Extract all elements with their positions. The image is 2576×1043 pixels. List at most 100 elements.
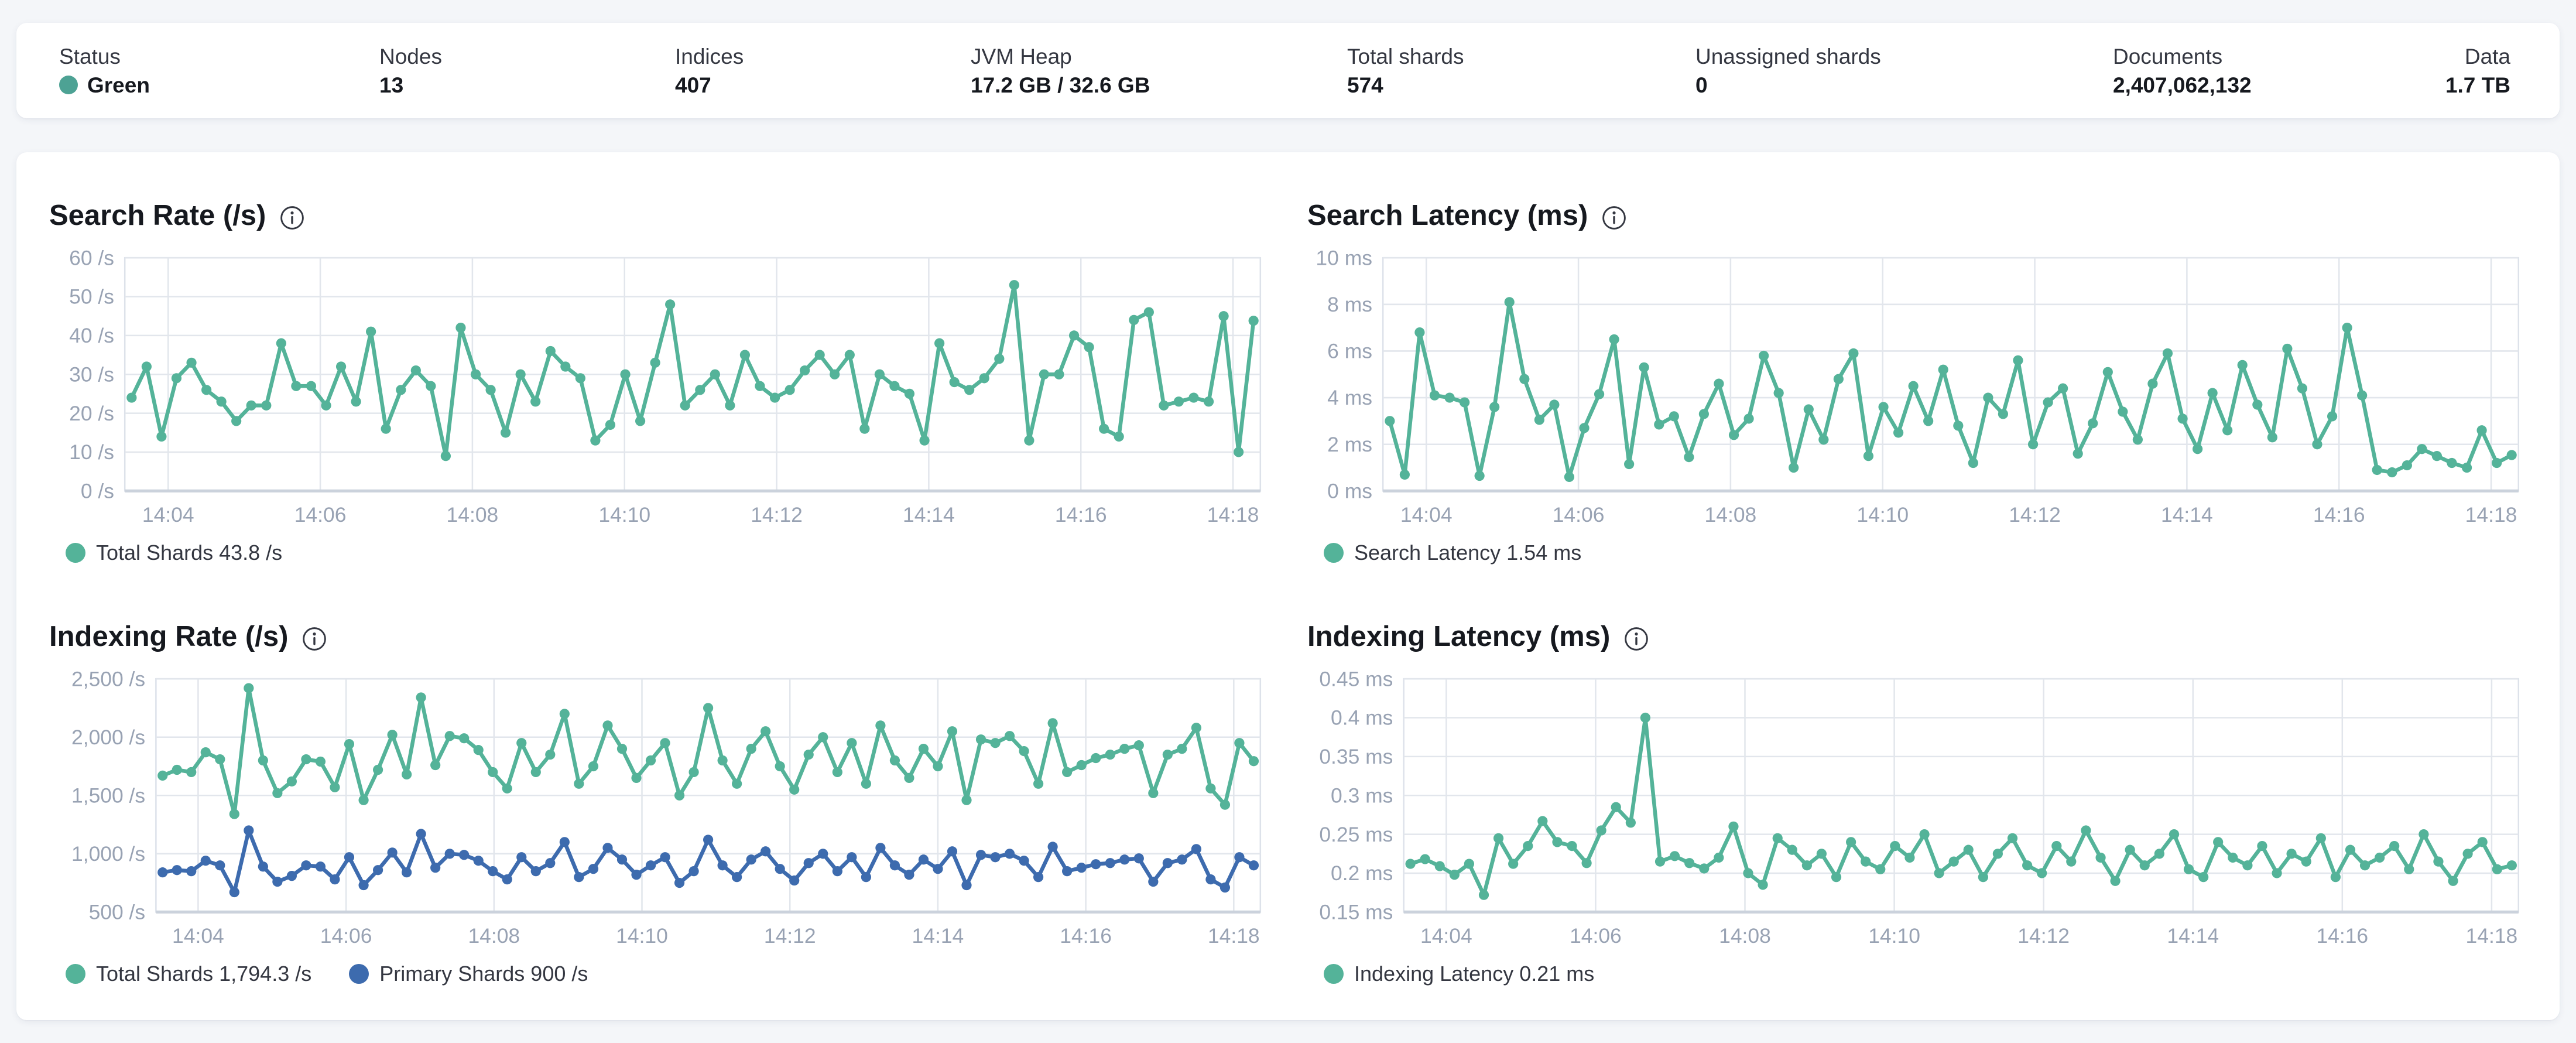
- stat-status-value: Green: [59, 74, 379, 96]
- svg-text:14:12: 14:12: [764, 924, 816, 948]
- chart-canvas[interactable]: 500 /s 1,000 /s 1,500 /s 2,000 /s 2,500 /s 14…: [49, 671, 1269, 951]
- stat-nodes: Nodes 13: [379, 44, 442, 97]
- svg-text:14:12: 14:12: [2017, 924, 2070, 948]
- svg-text:14:18: 14:18: [1208, 924, 1260, 948]
- svg-text:30 /s: 30 /s: [69, 363, 114, 386]
- search-latency-legend: Search Latency 1.54 ms: [1324, 541, 2527, 565]
- chart-panel-indexing-latency: Indexing Latency (ms) 0.15 ms 0.2 ms 0.25 …: [1307, 621, 2527, 986]
- svg-text:14:10: 14:10: [616, 924, 668, 948]
- svg-text:14:12: 14:12: [2009, 503, 2061, 526]
- legend-item[interactable]: Total Shards 43.8 /s: [66, 541, 282, 565]
- legend-item[interactable]: Primary Shards 900 /s: [349, 962, 588, 986]
- svg-text:14:10: 14:10: [1856, 503, 1909, 526]
- stat-unassigned-shards: Unassigned shards 0: [1695, 44, 1881, 97]
- info-icon[interactable]: [302, 627, 327, 651]
- legend-series-dot-icon: [66, 964, 85, 984]
- svg-text:2,000 /s: 2,000 /s: [71, 726, 145, 749]
- svg-text:14:18: 14:18: [1207, 503, 1259, 526]
- svg-text:14:04: 14:04: [1400, 503, 1453, 526]
- chart-panel-indexing-rate: Indexing Rate (/s) 500 /s 1,000 /s 1,500 /…: [49, 621, 1269, 986]
- stat-status-label: Status: [59, 44, 121, 69]
- svg-text:14:04: 14:04: [142, 503, 194, 526]
- svg-text:14:06: 14:06: [294, 503, 347, 526]
- svg-text:14:16: 14:16: [2313, 503, 2365, 526]
- stat-data: Data 1.7 TB: [2445, 44, 2510, 97]
- stat-indices: Indices 407: [675, 44, 744, 97]
- svg-text:14:08: 14:08: [1705, 503, 1757, 526]
- chart-canvas[interactable]: 0 /s 10 /s 20 /s 30 /s 40 /s 50 /s 60 /s 14:04 1…: [49, 249, 1269, 530]
- svg-text:500 /s: 500 /s: [89, 900, 146, 924]
- stat-status-text: Green: [87, 73, 150, 97]
- indexing-latency-legend: Indexing Latency 0.21 ms: [1324, 962, 2527, 986]
- svg-text:14:10: 14:10: [1868, 924, 1920, 948]
- svg-text:0.4 ms: 0.4 ms: [1331, 706, 1393, 730]
- svg-text:60 /s: 60 /s: [69, 249, 114, 269]
- svg-text:14:14: 14:14: [912, 924, 964, 948]
- svg-text:14:12: 14:12: [751, 503, 803, 526]
- cluster-status-bar: Status Green Nodes 13 Indices 407 JVM He…: [16, 23, 2560, 118]
- info-icon[interactable]: [280, 206, 304, 230]
- chart-canvas[interactable]: 0.15 ms 0.2 ms 0.25 ms 0.3 ms 0.35 ms 0.4 ms 0…: [1307, 671, 2527, 951]
- svg-text:14:16: 14:16: [1055, 503, 1107, 526]
- stat-documents: Documents 2,407,062,132: [2113, 44, 2252, 97]
- svg-text:0 /s: 0 /s: [81, 479, 114, 502]
- svg-text:0.45 ms: 0.45 ms: [1319, 671, 1393, 690]
- svg-text:14:04: 14:04: [172, 924, 224, 948]
- svg-text:14:18: 14:18: [2465, 503, 2517, 526]
- svg-text:2,500 /s: 2,500 /s: [71, 671, 145, 690]
- svg-text:14:16: 14:16: [1060, 924, 1112, 948]
- legend-item[interactable]: Total Shards 1,794.3 /s: [66, 962, 311, 986]
- svg-text:0.25 ms: 0.25 ms: [1319, 823, 1393, 846]
- legend-series-dot-icon: [349, 964, 369, 984]
- svg-text:10 ms: 10 ms: [1316, 249, 1372, 269]
- svg-text:10 /s: 10 /s: [69, 440, 114, 464]
- svg-text:14:18: 14:18: [2466, 924, 2518, 948]
- legend-label: Indexing Latency 0.21 ms: [1354, 962, 1595, 986]
- chart-canvas[interactable]: 0 ms 2 ms 4 ms 6 ms 8 ms 10 ms 14:04 14:06 14:08…: [1307, 249, 2527, 530]
- indexing-rate-legend: Total Shards 1,794.3 /s Primary Shards 90…: [66, 962, 1269, 986]
- legend-label: Primary Shards 900 /s: [379, 962, 588, 986]
- svg-text:0 ms: 0 ms: [1327, 479, 1372, 502]
- legend-item[interactable]: Indexing Latency 0.21 ms: [1324, 962, 1594, 986]
- svg-text:4 ms: 4 ms: [1327, 386, 1372, 409]
- stat-total-shards: Total shards 574: [1347, 44, 1464, 97]
- search-rate-chart[interactable]: 0 /s 10 /s 20 /s 30 /s 40 /s 50 /s 60 /s 14:04 1…: [49, 249, 1269, 530]
- chart-panel-search-rate: Search Rate (/s) 0 /s 10 /s 20 /s 30 /s 40 /…: [49, 200, 1269, 565]
- svg-text:14:08: 14:08: [468, 924, 520, 948]
- stat-status: Status Green: [59, 46, 379, 96]
- svg-text:14:14: 14:14: [2161, 503, 2213, 526]
- search-latency-chart[interactable]: 0 ms 2 ms 4 ms 6 ms 8 ms 10 ms 14:04 14:06 14:08…: [1307, 249, 2527, 530]
- chart-title-search-latency: Search Latency (ms): [1307, 200, 2527, 232]
- svg-text:0.3 ms: 0.3 ms: [1331, 784, 1393, 807]
- svg-text:40 /s: 40 /s: [69, 324, 114, 347]
- svg-text:14:08: 14:08: [1719, 924, 1771, 948]
- metrics-panel: Search Rate (/s) 0 /s 10 /s 20 /s 30 /s 40 /…: [16, 152, 2560, 1020]
- legend-item[interactable]: Search Latency 1.54 ms: [1324, 541, 1581, 565]
- svg-text:14:08: 14:08: [447, 503, 499, 526]
- svg-text:8 ms: 8 ms: [1327, 293, 1372, 316]
- stat-jvm-heap: JVM Heap 17.2 GB / 32.6 GB: [971, 44, 1150, 97]
- legend-series-dot-icon: [1324, 543, 1344, 563]
- svg-text:14:16: 14:16: [2316, 924, 2368, 948]
- svg-text:0.2 ms: 0.2 ms: [1331, 861, 1393, 885]
- chart-panel-search-latency: Search Latency (ms) 0 ms 2 ms 4 ms 6 ms 8 ms…: [1307, 200, 2527, 565]
- indexing-rate-chart[interactable]: 500 /s 1,000 /s 1,500 /s 2,000 /s 2,500 /s 14…: [49, 671, 1269, 951]
- svg-text:2 ms: 2 ms: [1327, 433, 1372, 456]
- svg-text:14:06: 14:06: [320, 924, 372, 948]
- chart-title-indexing-latency: Indexing Latency (ms): [1307, 621, 2527, 653]
- legend-series-dot-icon: [66, 543, 85, 563]
- search-rate-legend: Total Shards 43.8 /s: [66, 541, 1269, 565]
- legend-label: Total Shards 43.8 /s: [96, 541, 283, 565]
- svg-text:6 ms: 6 ms: [1327, 339, 1372, 363]
- svg-text:0.35 ms: 0.35 ms: [1319, 745, 1393, 768]
- svg-text:14:10: 14:10: [598, 503, 650, 526]
- svg-text:0.15 ms: 0.15 ms: [1319, 900, 1393, 924]
- info-icon[interactable]: [1624, 627, 1649, 651]
- chart-title-search-rate: Search Rate (/s): [49, 200, 1269, 232]
- svg-text:14:14: 14:14: [903, 503, 955, 526]
- svg-text:1,500 /s: 1,500 /s: [71, 784, 145, 807]
- svg-text:14:06: 14:06: [1553, 503, 1605, 526]
- info-icon[interactable]: [1602, 206, 1626, 230]
- legend-label: Total Shards 1,794.3 /s: [96, 962, 312, 986]
- indexing-latency-chart[interactable]: 0.15 ms 0.2 ms 0.25 ms 0.3 ms 0.35 ms 0.4 ms 0…: [1307, 671, 2527, 951]
